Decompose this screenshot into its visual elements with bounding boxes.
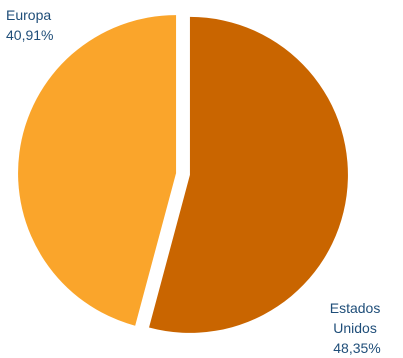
slice-label-europa: Europa 40,91% bbox=[6, 7, 55, 43]
slice-label-estados-unidos: Estados Unidos 48,35% bbox=[330, 300, 384, 356]
pie-slice-europa bbox=[18, 15, 177, 326]
slice-label-europa-line-1: Europa bbox=[6, 7, 51, 23]
slice-label-europa-value: 40,91% bbox=[6, 27, 53, 43]
slice-label-estados-unidos-line-2: Unidos bbox=[333, 320, 377, 336]
slice-label-estados-unidos-line-1: Estados bbox=[330, 300, 381, 316]
pie-slices bbox=[18, 15, 348, 333]
pie-slice-estados-unidos bbox=[149, 16, 348, 333]
slice-label-estados-unidos-value: 48,35% bbox=[333, 340, 380, 356]
